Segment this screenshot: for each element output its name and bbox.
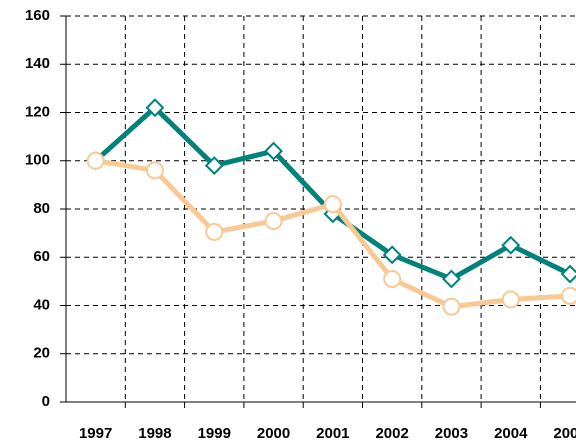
marker <box>86 151 105 170</box>
marker <box>442 297 461 316</box>
marker <box>145 98 165 118</box>
marker <box>264 212 283 231</box>
x-tick-label: 2005 <box>553 425 576 442</box>
marker <box>560 264 576 284</box>
x-tick-label: 2000 <box>257 425 290 442</box>
marker <box>501 235 521 255</box>
y-tick-label: 160 <box>25 7 50 24</box>
y-tick-label: 40 <box>33 296 50 313</box>
x-tick-label: 2001 <box>316 425 349 442</box>
y-tick-label: 80 <box>33 200 50 217</box>
x-tick-label: 2003 <box>435 425 468 442</box>
marker <box>264 141 283 161</box>
marker <box>561 286 576 305</box>
marker <box>442 269 461 289</box>
marker <box>145 161 164 180</box>
x-tick-label: 1999 <box>198 425 231 442</box>
marker <box>383 269 402 288</box>
marker <box>501 290 520 309</box>
y-tick-label: 0 <box>42 393 50 410</box>
series-line <box>93 105 572 282</box>
y-tick-label: 120 <box>25 103 50 120</box>
x-tick-label: 1997 <box>79 425 112 442</box>
y-tick-label: 140 <box>25 55 50 72</box>
marker <box>382 245 402 265</box>
x-tick-label: 2002 <box>375 425 408 442</box>
marker <box>204 156 224 175</box>
y-tick-label: 100 <box>25 152 50 169</box>
marker <box>323 195 342 214</box>
series-line <box>95 158 571 310</box>
y-tick-label: 20 <box>33 345 50 362</box>
x-tick-label: 1998 <box>138 425 171 442</box>
y-tick-label: 60 <box>33 248 50 265</box>
marker <box>205 222 224 241</box>
x-tick-label: 2004 <box>494 425 528 442</box>
